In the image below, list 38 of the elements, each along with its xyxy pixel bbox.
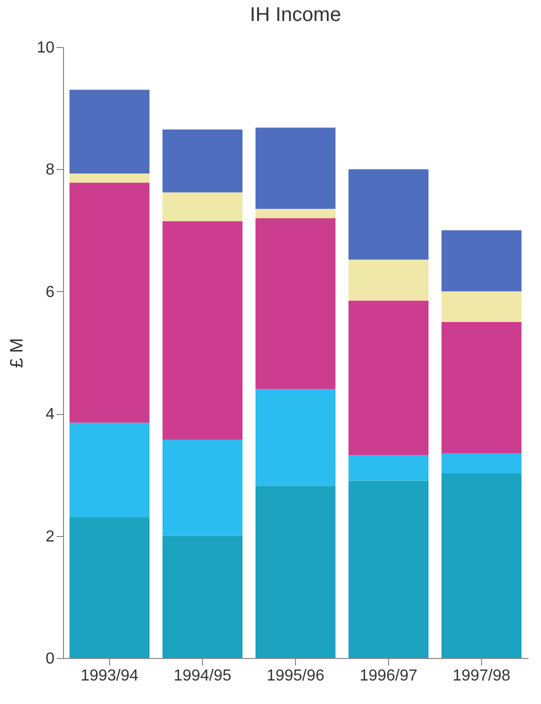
chart-title: IH Income <box>250 4 342 26</box>
x-tick-label: 1996/97 <box>360 668 418 684</box>
y-tick-label: 0 <box>46 650 55 668</box>
bar <box>348 300 428 456</box>
bar <box>442 453 522 474</box>
bar <box>256 389 336 486</box>
x-tick-label: 1993/94 <box>80 668 139 684</box>
bar <box>442 473 522 658</box>
y-tick-label: 10 <box>36 40 55 56</box>
bar <box>256 486 336 658</box>
bar <box>348 480 428 658</box>
bar <box>442 230 522 292</box>
x-tick-label: 1997/98 <box>452 668 511 684</box>
bar <box>70 422 150 518</box>
bar <box>162 536 242 658</box>
y-tick-label: 8 <box>46 162 55 179</box>
bar <box>348 169 428 260</box>
bar <box>70 173 150 183</box>
x-tick-label: 1994/95 <box>174 668 232 684</box>
bar <box>162 192 242 222</box>
bar <box>70 517 150 658</box>
bar <box>442 322 522 454</box>
bar <box>162 221 242 440</box>
y-tick-label: 6 <box>46 284 55 301</box>
bar <box>70 90 150 174</box>
y-axis-title: £ M <box>6 338 27 368</box>
bar <box>442 291 522 322</box>
bar <box>70 182 150 423</box>
bar <box>162 129 242 192</box>
bar <box>256 128 336 209</box>
bar <box>256 218 336 390</box>
x-tick-label: 1995/96 <box>266 668 325 684</box>
y-tick-label: 4 <box>46 406 55 424</box>
bar <box>256 208 336 218</box>
bar <box>348 260 428 301</box>
y-tick-label: 2 <box>46 528 55 546</box>
bar <box>348 455 428 481</box>
bar <box>162 440 242 536</box>
